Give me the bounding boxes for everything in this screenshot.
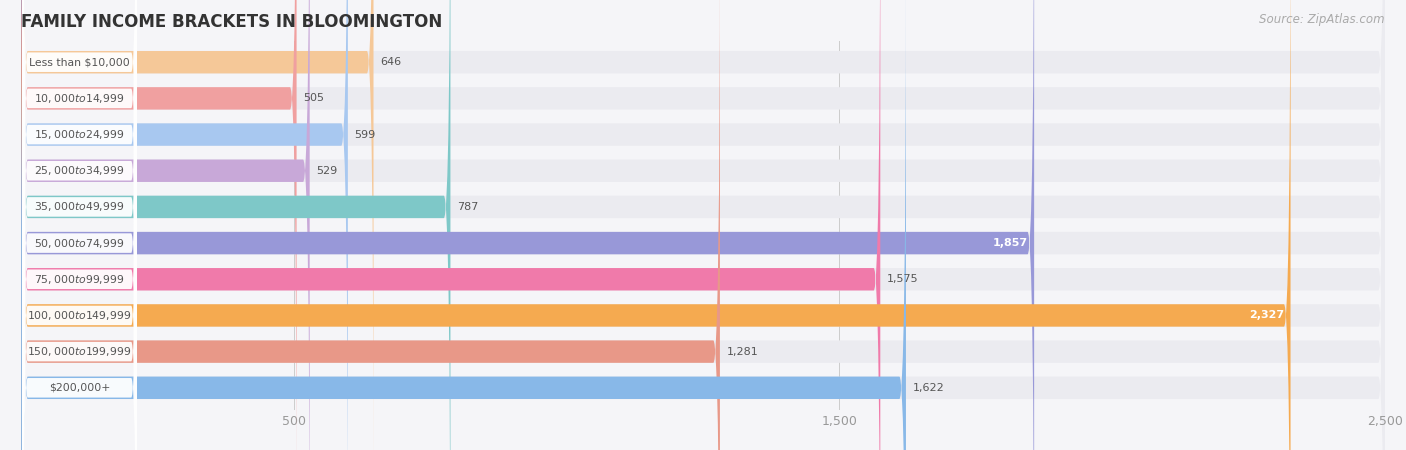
FancyBboxPatch shape [21,0,1385,450]
FancyBboxPatch shape [21,0,880,450]
FancyBboxPatch shape [21,0,309,450]
Text: 1,575: 1,575 [887,274,918,284]
FancyBboxPatch shape [21,0,1385,450]
Text: $200,000+: $200,000+ [49,383,110,393]
FancyBboxPatch shape [22,0,136,414]
Text: 505: 505 [304,94,325,104]
Text: $10,000 to $14,999: $10,000 to $14,999 [34,92,125,105]
Text: FAMILY INCOME BRACKETS IN BLOOMINGTON: FAMILY INCOME BRACKETS IN BLOOMINGTON [21,13,443,31]
Text: 1,622: 1,622 [912,383,945,393]
Text: 1,857: 1,857 [993,238,1028,248]
FancyBboxPatch shape [22,0,136,450]
Text: $50,000 to $74,999: $50,000 to $74,999 [34,237,125,250]
Text: $15,000 to $24,999: $15,000 to $24,999 [34,128,125,141]
Text: 787: 787 [457,202,478,212]
Text: 1,281: 1,281 [727,346,758,356]
FancyBboxPatch shape [22,0,136,450]
FancyBboxPatch shape [21,0,1385,450]
Text: 646: 646 [380,57,401,67]
FancyBboxPatch shape [21,0,1385,450]
FancyBboxPatch shape [21,0,720,450]
FancyBboxPatch shape [22,36,136,450]
Text: $25,000 to $34,999: $25,000 to $34,999 [34,164,125,177]
FancyBboxPatch shape [22,0,136,450]
FancyBboxPatch shape [22,0,136,450]
FancyBboxPatch shape [21,0,297,450]
FancyBboxPatch shape [21,0,1385,450]
FancyBboxPatch shape [21,0,1385,450]
Text: $100,000 to $149,999: $100,000 to $149,999 [27,309,132,322]
FancyBboxPatch shape [22,0,136,450]
Text: 2,327: 2,327 [1249,310,1284,320]
Text: $75,000 to $99,999: $75,000 to $99,999 [34,273,125,286]
FancyBboxPatch shape [21,0,1291,450]
Text: 529: 529 [316,166,337,176]
Text: Source: ZipAtlas.com: Source: ZipAtlas.com [1260,14,1385,27]
Text: $150,000 to $199,999: $150,000 to $199,999 [27,345,132,358]
FancyBboxPatch shape [22,0,136,450]
FancyBboxPatch shape [21,0,1385,450]
FancyBboxPatch shape [21,0,374,450]
Text: $35,000 to $49,999: $35,000 to $49,999 [34,200,125,213]
FancyBboxPatch shape [21,0,347,450]
FancyBboxPatch shape [21,0,1385,450]
FancyBboxPatch shape [22,0,136,450]
Text: Less than $10,000: Less than $10,000 [30,57,129,67]
Text: 599: 599 [354,130,375,140]
FancyBboxPatch shape [21,0,905,450]
FancyBboxPatch shape [22,0,136,450]
FancyBboxPatch shape [21,0,1035,450]
FancyBboxPatch shape [21,0,450,450]
FancyBboxPatch shape [21,0,1385,450]
FancyBboxPatch shape [21,0,1385,450]
